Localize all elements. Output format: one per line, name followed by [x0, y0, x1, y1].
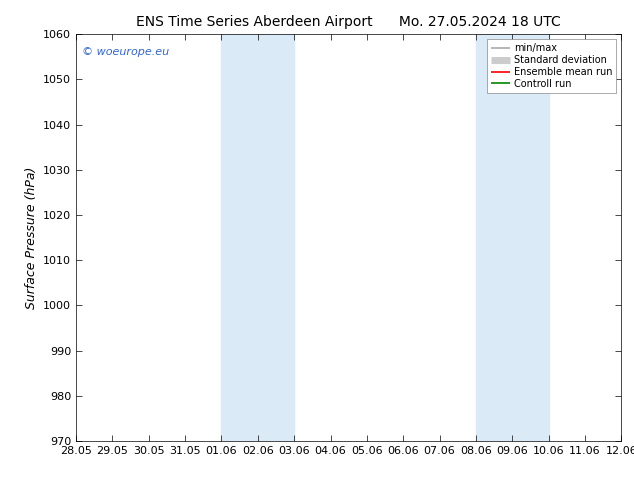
- Text: © woeurope.eu: © woeurope.eu: [82, 47, 169, 56]
- Legend: min/max, Standard deviation, Ensemble mean run, Controll run: min/max, Standard deviation, Ensemble me…: [487, 39, 616, 93]
- Y-axis label: Surface Pressure (hPa): Surface Pressure (hPa): [25, 167, 37, 309]
- Bar: [476, 34, 548, 441]
- Bar: [221, 34, 294, 441]
- Title: ENS Time Series Aberdeen Airport      Mo. 27.05.2024 18 UTC: ENS Time Series Aberdeen Airport Mo. 27.…: [136, 15, 561, 29]
